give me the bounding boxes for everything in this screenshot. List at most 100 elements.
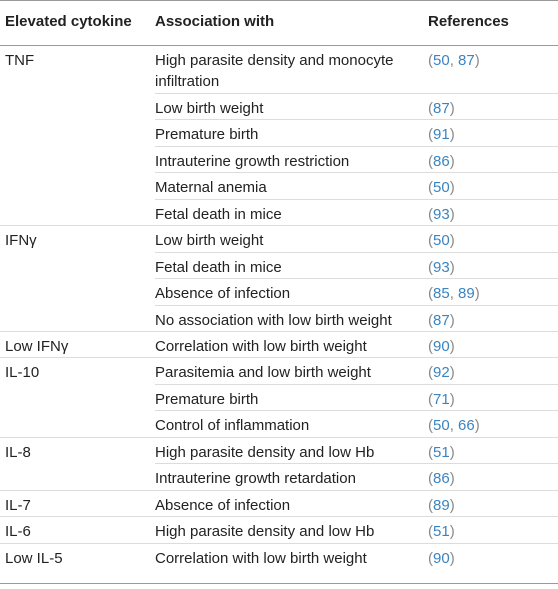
table-row: Low IL-5 Correlation with low birth weigh… <box>0 544 558 570</box>
cell-cytokine: IL-6 <box>5 523 31 540</box>
table-row: Low birth weight (87) <box>0 94 558 120</box>
reference-link[interactable]: 91 <box>433 126 450 143</box>
cell-cytokine: IFNγ <box>5 232 37 249</box>
table-row: Intrauterine growth retardation (86) <box>0 464 558 491</box>
cell-references: (93) <box>428 206 455 223</box>
table-row: IFNγ Low birth weight (50) <box>0 226 558 253</box>
row-divider <box>155 119 558 120</box>
row-divider <box>0 490 558 491</box>
cell-association: Low birth weight <box>155 100 264 117</box>
cell-association: High parasite density and monocyte infil… <box>155 52 394 90</box>
cell-association: Intrauterine growth retardation <box>155 470 356 487</box>
table-body: TNF High parasite density and monocyte in… <box>0 46 558 570</box>
table-row: IL-8 High parasite density and low Hb (51) <box>0 438 558 464</box>
cell-association: Absence of infection <box>155 497 291 514</box>
reference-link[interactable]: 85 <box>433 285 450 302</box>
cell-references: (50) <box>428 179 455 196</box>
reference-link[interactable]: 71 <box>433 391 450 408</box>
reference-link[interactable]: 90 <box>433 550 450 567</box>
row-divider <box>155 305 558 306</box>
cell-association: Intrauterine growth restriction <box>155 153 350 170</box>
cell-association: Premature birth <box>155 126 259 143</box>
row-divider <box>0 331 558 332</box>
cell-cytokine: IL-7 <box>5 497 31 514</box>
cell-references: (87) <box>428 100 455 117</box>
cell-association: Fetal death in mice <box>155 259 282 276</box>
header-cytokine: Elevated cytokine <box>5 13 132 30</box>
row-divider <box>155 278 558 279</box>
reference-link[interactable]: 51 <box>433 523 450 540</box>
reference-link[interactable]: 93 <box>433 206 450 223</box>
cell-references: (89) <box>428 497 455 514</box>
cell-association: Premature birth <box>155 391 259 408</box>
cell-references: (51) <box>428 523 455 540</box>
row-divider <box>155 93 558 94</box>
reference-link[interactable]: 89 <box>458 285 475 302</box>
table-row: IL-10 Parasitemia and low birth weight (92… <box>0 358 558 385</box>
table-row: Control of inflammation (50, 66) <box>0 411 558 438</box>
reference-link[interactable]: 86 <box>433 470 450 487</box>
row-divider <box>0 225 558 226</box>
cell-association: Control of inflammation <box>155 417 310 434</box>
cell-references: (90) <box>428 550 455 567</box>
cell-references: (93) <box>428 259 455 276</box>
table-header-rule <box>0 45 558 46</box>
cell-references: (50) <box>428 232 455 249</box>
cell-cytokine: IL-8 <box>5 444 31 461</box>
table-header: Elevated cytokine Association with Refer… <box>0 0 558 45</box>
cell-association: Absence of infection <box>155 285 291 302</box>
cell-association: Maternal anemia <box>155 179 267 196</box>
cell-cytokine: Low IL-5 <box>5 550 63 567</box>
reference-link[interactable]: 89 <box>433 497 450 514</box>
reference-link[interactable]: 51 <box>433 444 450 461</box>
reference-link[interactable]: 50 <box>433 179 450 196</box>
table-row: Fetal death in mice (93) <box>0 200 558 226</box>
header-references: References <box>428 13 509 30</box>
reference-link[interactable]: 93 <box>433 259 450 276</box>
cell-cytokine: TNF <box>5 52 35 69</box>
cell-references: (50, 87) <box>428 52 480 69</box>
cell-association: High parasite density and low Hb <box>155 444 375 461</box>
row-divider <box>155 199 558 200</box>
cell-references: (87) <box>428 312 455 329</box>
table-row: IL-7 Absence of infection (89) <box>0 491 558 517</box>
reference-link[interactable]: 50 <box>433 232 450 249</box>
table-row: IL-6 High parasite density and low Hb (51) <box>0 517 558 544</box>
cell-association: Correlation with low birth weight <box>155 338 367 355</box>
cell-association: Correlation with low birth weight <box>155 550 367 567</box>
row-divider <box>0 516 558 517</box>
reference-link[interactable]: 87 <box>458 52 475 69</box>
row-divider <box>155 146 558 147</box>
cell-references: (92) <box>428 364 455 381</box>
cell-association: Parasitemia and low birth weight <box>155 364 371 381</box>
row-divider <box>155 410 558 411</box>
row-divider <box>0 543 558 544</box>
reference-link[interactable]: 50 <box>433 417 450 434</box>
table-top-rule <box>0 0 558 1</box>
table-row: No association with low birth weight (87) <box>0 306 558 332</box>
row-divider <box>0 437 558 438</box>
row-divider <box>155 172 558 173</box>
reference-link[interactable]: 92 <box>433 364 450 381</box>
cell-association: Fetal death in mice <box>155 206 282 223</box>
reference-link[interactable]: 87 <box>433 100 450 117</box>
table-row: TNF High parasite density and monocyte in… <box>0 46 558 94</box>
cell-references: (86) <box>428 470 455 487</box>
cell-cytokine: IL-10 <box>5 364 40 381</box>
header-association: Association with <box>155 13 275 30</box>
table-row: Premature birth (71) <box>0 385 558 411</box>
table-bottom-rule <box>0 583 558 584</box>
cell-references: (85, 89) <box>428 285 480 302</box>
reference-link[interactable]: 87 <box>433 312 450 329</box>
table-row: Absence of infection (85, 89) <box>0 279 558 306</box>
cell-references: (50, 66) <box>428 417 480 434</box>
reference-link[interactable]: 86 <box>433 153 450 170</box>
cell-references: (86) <box>428 153 455 170</box>
reference-link[interactable]: 66 <box>458 417 475 434</box>
row-divider <box>155 384 558 385</box>
cell-cytokine: Low IFNγ <box>5 338 69 355</box>
table-row: Fetal death in mice (93) <box>0 253 558 279</box>
reference-link[interactable]: 50 <box>433 52 450 69</box>
reference-link[interactable]: 90 <box>433 338 450 355</box>
